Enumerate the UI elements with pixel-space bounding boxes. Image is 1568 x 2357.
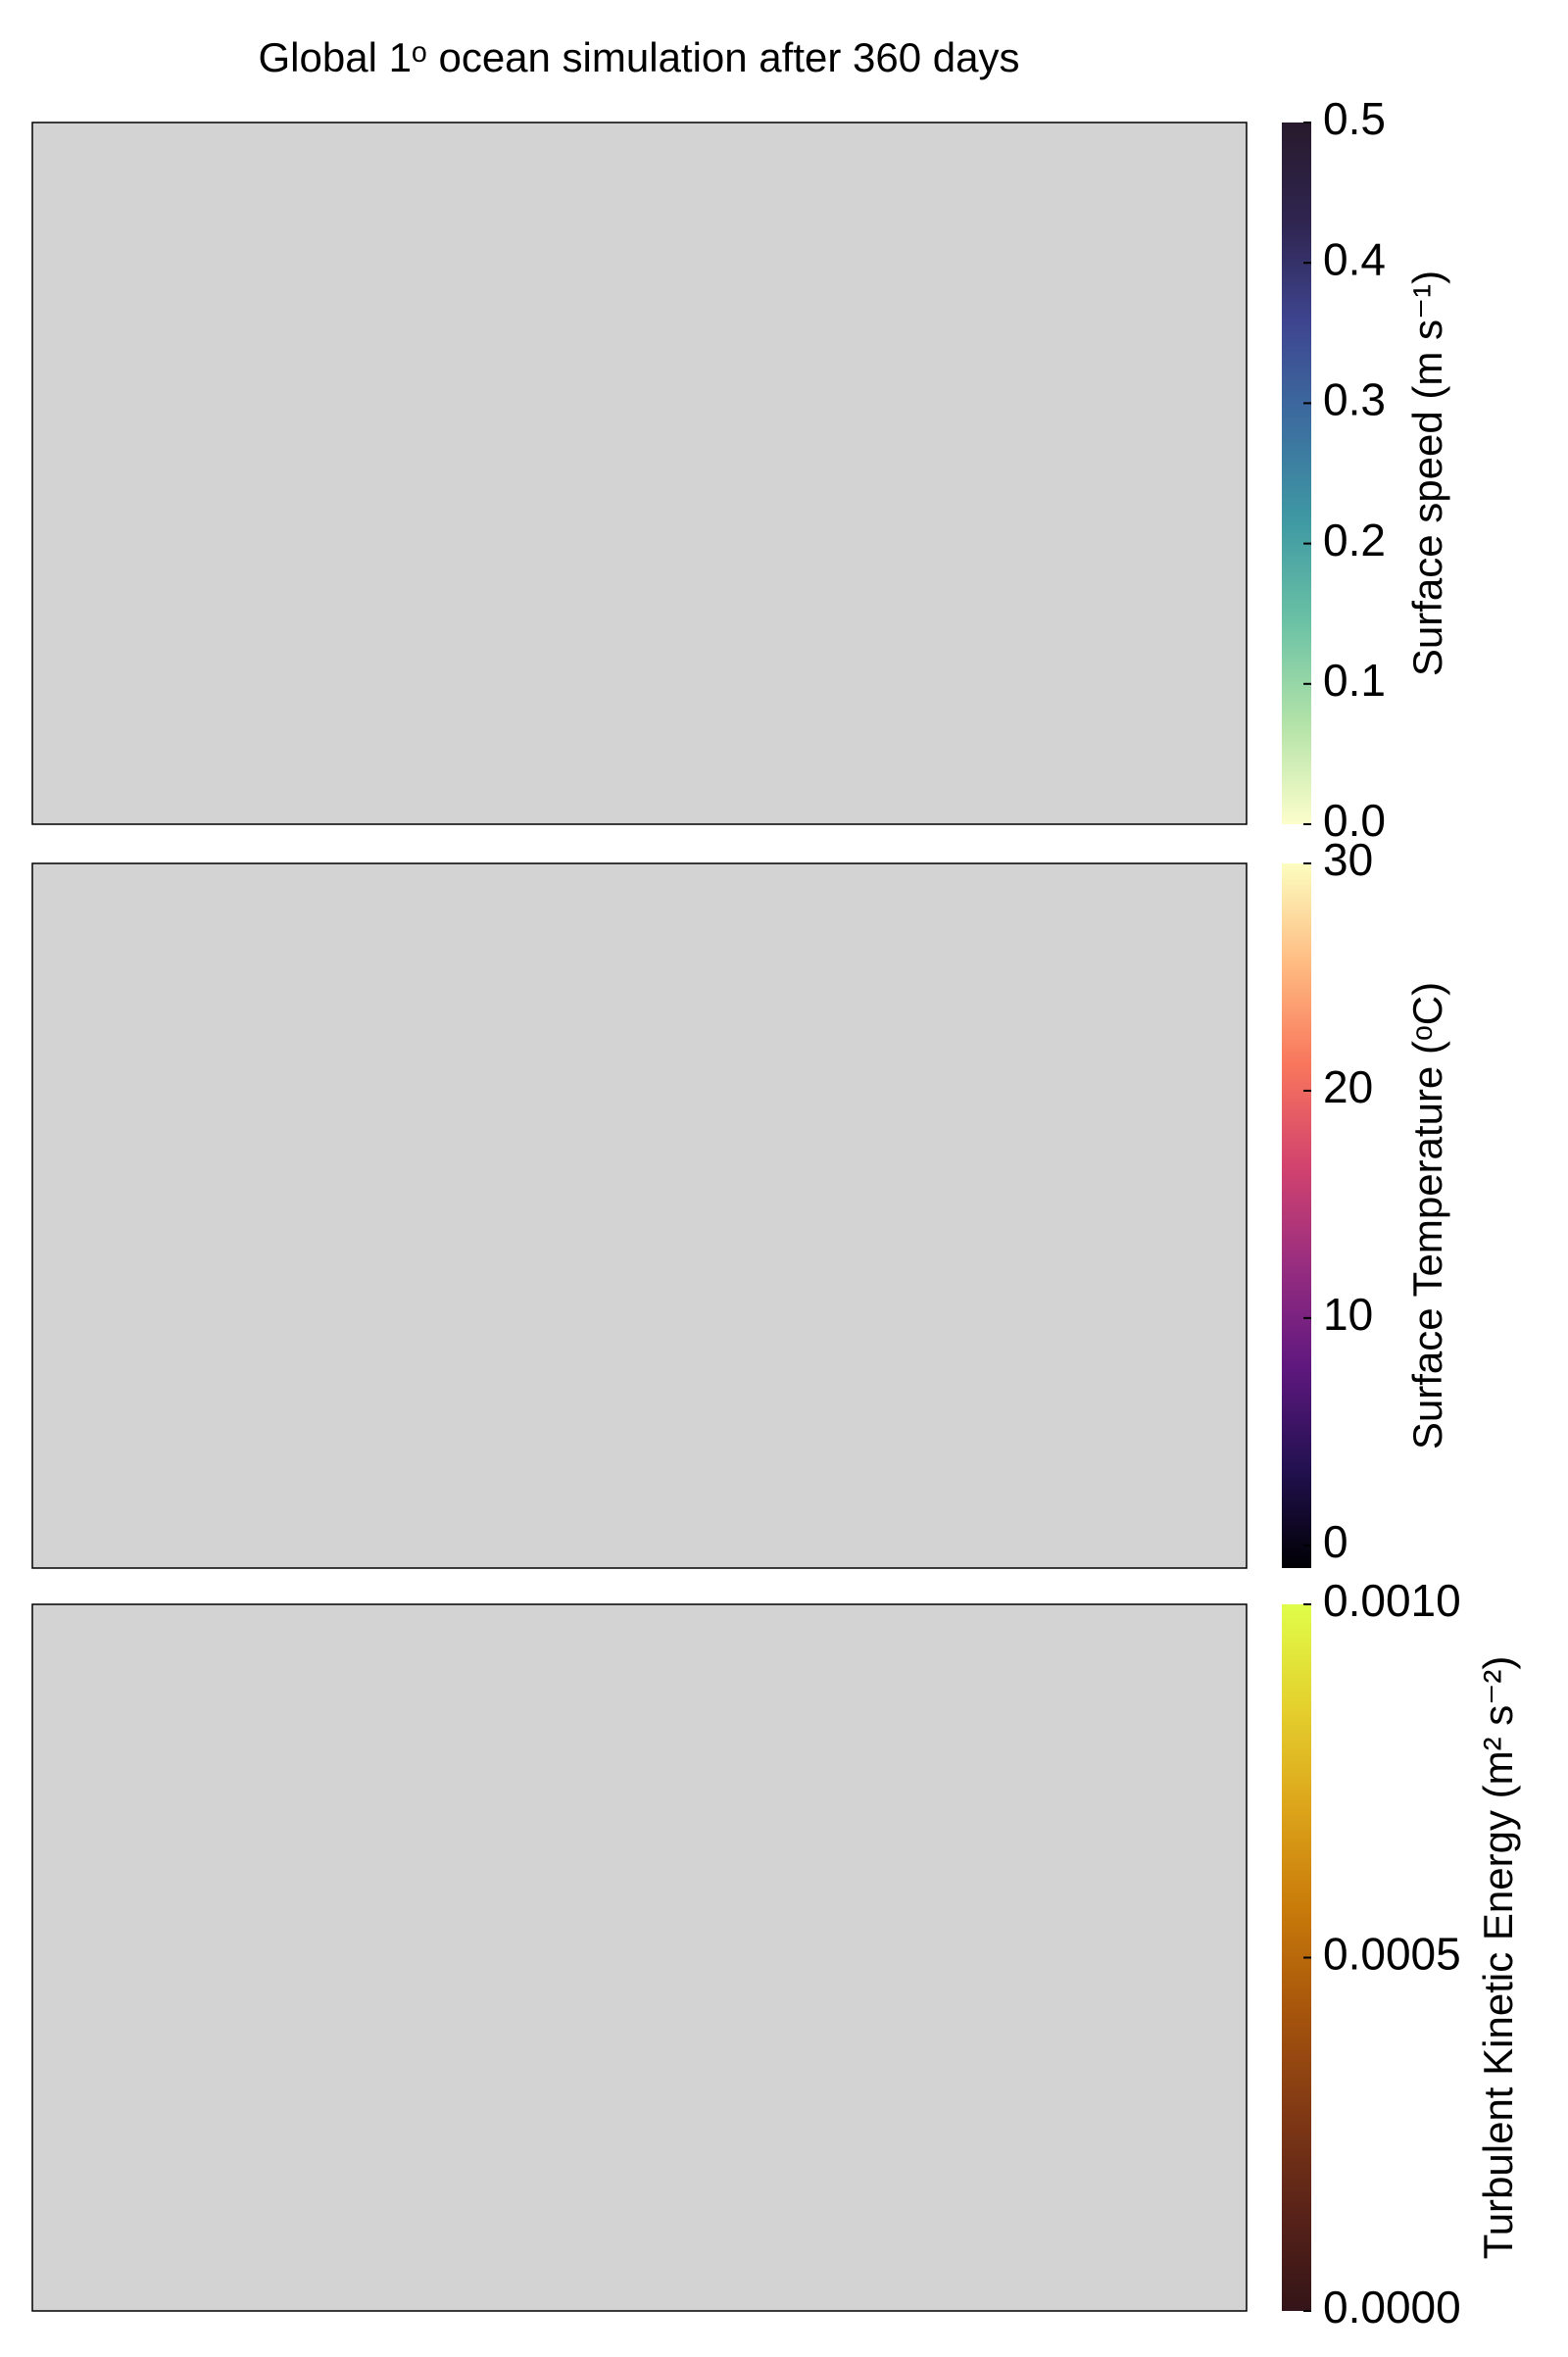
colorbar-tick-label: 0	[1323, 1516, 1348, 1567]
colorbar-label: Turbulent Kinetic Energy (m² s⁻²)	[1475, 1656, 1521, 2260]
map-panel	[31, 1603, 1248, 2312]
colorbar-tick-label: 0.0010	[1323, 1575, 1461, 1626]
colorbar-tick-label: 10	[1323, 1289, 1373, 1340]
map-panel	[31, 122, 1248, 825]
colorbar	[1282, 863, 1311, 1568]
colorbar-tick-label: 0.0	[1323, 795, 1386, 846]
colorbar-tick-label: 0.0000	[1323, 2282, 1461, 2332]
map-panel	[31, 862, 1248, 1569]
colorbar-tick-label: 0.1	[1323, 655, 1386, 706]
colorbar-tick-label: 0.2	[1323, 515, 1386, 565]
colorbar-tick-label: 0.0005	[1323, 1929, 1461, 1980]
colorbar-tick-label: 0.5	[1323, 93, 1386, 144]
colorbar-tick-label: 30	[1323, 834, 1373, 885]
colorbar-label: Surface Temperature (ᵒC)	[1404, 982, 1450, 1449]
colorbar-tick-label: 0.3	[1323, 374, 1386, 425]
colorbar	[1282, 123, 1311, 824]
figure-title: Global 1ᵒ ocean simulation after 360 day…	[259, 34, 1020, 80]
colorbar-label: Surface speed (m s⁻¹)	[1404, 270, 1450, 676]
colorbar-tick-label: 0.4	[1323, 233, 1386, 284]
colorbar-tick-label: 20	[1323, 1061, 1373, 1112]
